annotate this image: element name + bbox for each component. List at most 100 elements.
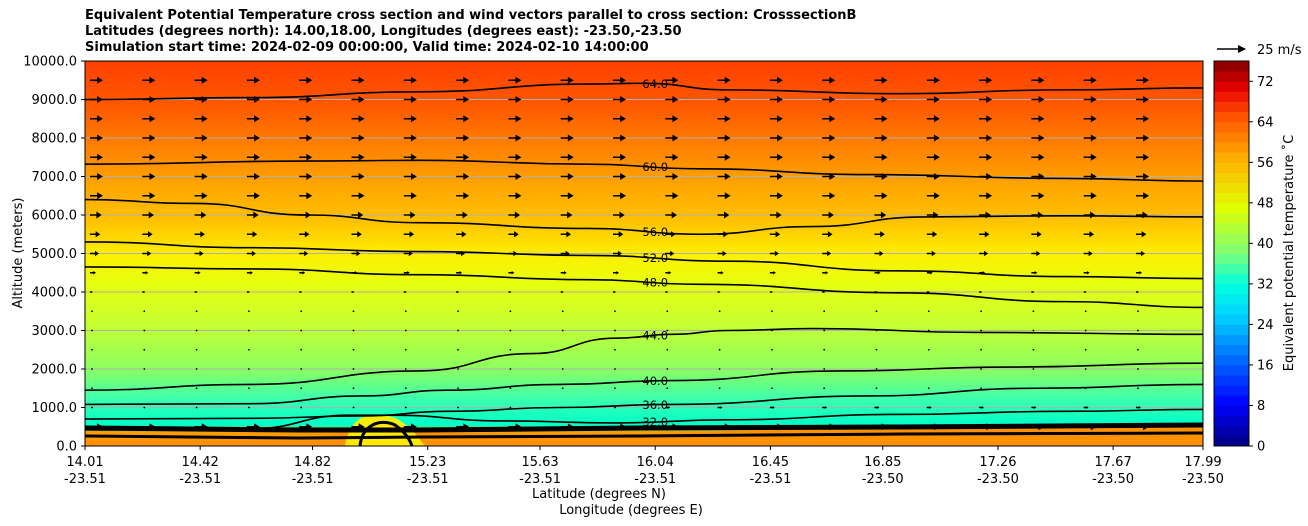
wind-vector	[1031, 270, 1038, 275]
contour-label: 44.0	[642, 329, 668, 343]
wind-vector	[142, 231, 153, 238]
wind-vector	[246, 270, 253, 275]
wind-vector	[926, 423, 940, 431]
wind-vector	[717, 76, 731, 84]
wind-vector	[666, 348, 669, 351]
wind-vector	[456, 231, 467, 238]
wind-vector	[300, 329, 303, 332]
wind-vector	[717, 134, 731, 142]
wind-vector	[769, 96, 783, 103]
wind-vector	[874, 192, 888, 200]
wind-vector	[560, 270, 567, 275]
wind-vector	[195, 348, 198, 351]
colorbar-tick-label: 72	[1257, 75, 1274, 90]
colorbar-bin	[1214, 405, 1249, 417]
wind-vector	[979, 76, 993, 84]
wind-vector	[665, 406, 671, 409]
wind-vector	[246, 173, 260, 180]
wind-vector	[299, 270, 306, 275]
wind-vector	[769, 291, 773, 293]
y-tick-label: 1000.0	[32, 401, 78, 416]
wind-vector	[769, 134, 783, 142]
wind-vector	[142, 423, 156, 431]
wind-vector	[1136, 76, 1149, 84]
wind-vector	[142, 270, 149, 275]
wind-vector	[456, 115, 470, 123]
x-tick-label-lon: -23.50	[1092, 472, 1134, 487]
wind-vector	[1032, 348, 1035, 351]
wind-vector	[979, 250, 989, 257]
wind-vector	[457, 368, 459, 370]
wind-vector	[142, 192, 156, 200]
wind-vector	[1083, 96, 1097, 103]
wind-vector	[508, 134, 522, 142]
wind-vector	[457, 310, 459, 313]
wind-vector	[299, 231, 310, 238]
colorbar-bin	[1214, 375, 1249, 386]
wind-vector	[352, 329, 355, 332]
wind-vector	[1136, 192, 1149, 200]
wind-vector	[927, 348, 930, 351]
wind-vector	[1136, 96, 1149, 103]
wind-vector	[926, 96, 940, 103]
colorbar-tick-label: 64	[1257, 115, 1274, 130]
x-tick-label-lat: 14.82	[294, 455, 331, 470]
wind-vector	[404, 348, 407, 351]
wind-vector	[403, 96, 417, 103]
wind-vector	[299, 291, 303, 293]
contour-line	[85, 362, 1203, 406]
wind-vector	[456, 76, 470, 84]
wind-vector	[979, 115, 993, 123]
chart-title-line-3: Simulation start time: 2024-02-09 00:00:…	[85, 40, 649, 55]
wind-vector	[614, 329, 616, 332]
wind-vector	[560, 134, 574, 142]
wind-vector	[456, 270, 463, 275]
wind-vector	[926, 250, 936, 257]
wind-vector	[665, 76, 679, 84]
wind-vector	[560, 231, 572, 238]
wind-vector	[299, 115, 313, 123]
wind-vector	[299, 96, 313, 103]
wind-vector	[875, 368, 878, 370]
wind-vector	[1031, 423, 1045, 431]
wind-vector	[979, 423, 993, 431]
y-axis: 0.0 1000.0 2000.0 3000.0 4000.0 5000.0 6000.0 7…	[23, 55, 85, 455]
wind-vector	[457, 329, 459, 332]
wind-vector	[980, 368, 982, 370]
wind-vector	[822, 153, 836, 161]
wind-vector	[351, 291, 355, 293]
wind-vector	[351, 192, 365, 200]
chart-title-line-1: Equivalent Potential Temperature cross s…	[85, 8, 857, 23]
wind-vector	[822, 231, 833, 238]
wind-vector	[300, 406, 303, 409]
wind-vector	[508, 96, 522, 103]
wind-vector	[457, 348, 459, 351]
wind-vector	[1136, 423, 1149, 431]
y-tick-label: 2000.0	[32, 363, 78, 378]
wind-vector	[927, 387, 930, 390]
wind-vector	[90, 192, 103, 200]
wind-vector	[666, 368, 669, 370]
colorbar-tick-label: 32	[1257, 277, 1274, 292]
contour-line	[85, 198, 1203, 236]
x-tick-label-lat: 15.23	[409, 455, 446, 470]
colorbar-bin	[1214, 314, 1249, 325]
wind-vector	[90, 134, 103, 142]
wind-vector	[979, 96, 993, 103]
wind-vector	[403, 192, 417, 200]
y-tick-label: 7000.0	[32, 170, 78, 185]
wind-vector	[194, 211, 207, 219]
wind-vector	[1031, 250, 1041, 257]
wind-vector	[508, 231, 519, 238]
wind-vector	[142, 211, 154, 219]
wind-vector	[142, 250, 152, 257]
colorbar-bin	[1214, 243, 1249, 254]
wind-vector	[142, 291, 146, 293]
contour-label: 60.0	[642, 160, 668, 174]
wind-vector	[404, 406, 407, 409]
wind-vector	[91, 348, 93, 351]
wind-vector	[248, 406, 250, 409]
wind-vector	[926, 192, 940, 200]
wind-vector	[403, 291, 407, 293]
x-tick-label-lon: -23.50	[977, 472, 1019, 487]
